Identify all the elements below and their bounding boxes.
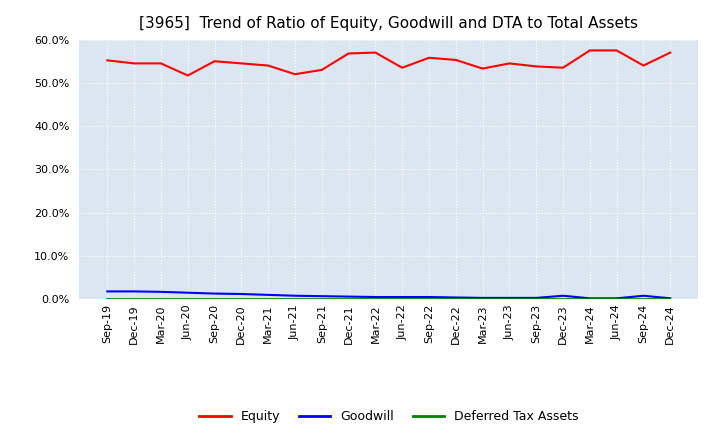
Legend: Equity, Goodwill, Deferred Tax Assets: Equity, Goodwill, Deferred Tax Assets — [194, 405, 583, 428]
Title: [3965]  Trend of Ratio of Equity, Goodwill and DTA to Total Assets: [3965] Trend of Ratio of Equity, Goodwil… — [139, 16, 639, 32]
